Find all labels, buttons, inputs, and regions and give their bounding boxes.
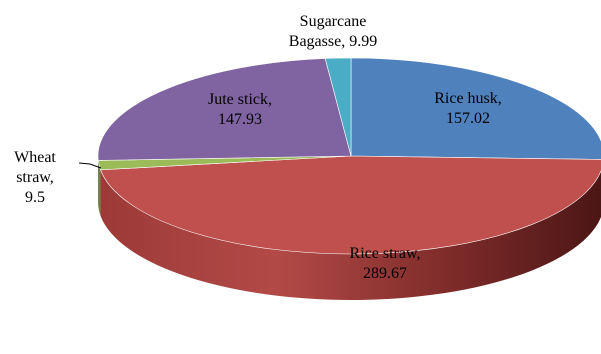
slice-rice-straw xyxy=(100,155,601,255)
data-label-line: 147.93 xyxy=(218,111,262,128)
data-label-line: Wheat xyxy=(14,149,56,166)
slice-side-rice-straw xyxy=(100,169,601,300)
data-label-rice-straw: Rice straw, 289.67 xyxy=(350,245,421,282)
data-label-line: Jute stick, xyxy=(208,91,272,108)
data-label-line: 289.67 xyxy=(363,265,407,282)
data-label-line: straw, xyxy=(16,169,54,186)
data-label-line: 157.02 xyxy=(446,110,490,127)
slice-jute-stick xyxy=(97,58,352,161)
slice-label-group: Rice husk, 157.02 Rice straw, 289.67 Wheat st… xyxy=(14,13,502,282)
slice-rice-husk xyxy=(350,57,601,160)
pie-side-group xyxy=(98,156,601,300)
data-label-line: Rice straw, xyxy=(350,245,421,262)
slice-side-wheat-straw xyxy=(98,160,101,216)
data-label-sugarcane-bagasse: Sugarcane Bagasse, 9.99 xyxy=(289,13,377,50)
data-label-wheat-straw: Wheat straw, 9.5 xyxy=(14,149,56,206)
pie-top-group xyxy=(97,57,601,255)
data-label-jute-stick: Jute stick, 147.93 xyxy=(208,91,272,128)
data-label-line: Bagasse, 9.99 xyxy=(289,33,377,50)
slice-sugarcane-bagasse xyxy=(324,57,352,157)
data-label-rice-husk: Rice husk, 157.02 xyxy=(434,90,502,127)
data-label-line: Rice husk, xyxy=(434,90,502,107)
leader-line-wheat-straw xyxy=(78,162,102,169)
data-label-line: 9.5 xyxy=(25,189,45,206)
data-label-line: Sugarcane xyxy=(300,13,367,30)
